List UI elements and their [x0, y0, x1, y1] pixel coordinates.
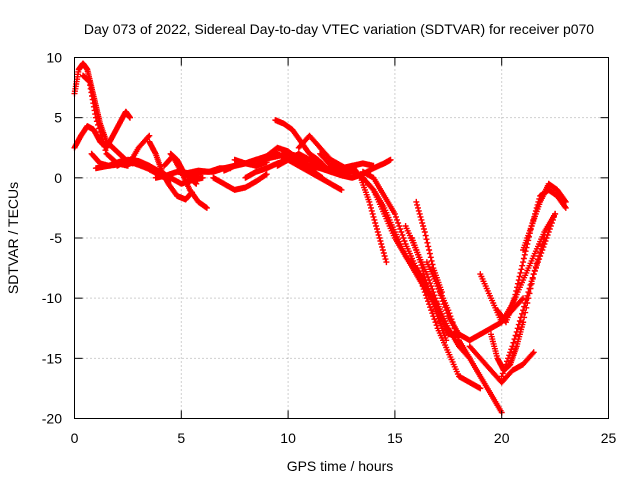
y-tick-label: -15: [42, 350, 62, 366]
data-series: [520, 180, 569, 253]
y-tick-label: 10: [46, 50, 62, 66]
x-tick-label: 20: [494, 430, 510, 446]
data-point-markers: [413, 198, 445, 296]
y-tick-label: 0: [54, 170, 62, 186]
x-tick-label: 10: [280, 430, 296, 446]
data-series: [413, 198, 445, 296]
data-point-markers: [466, 343, 537, 386]
data-series: [359, 168, 484, 392]
data-point-markers: [285, 150, 326, 181]
y-tick-label: -10: [42, 290, 62, 306]
x-tick-label: 0: [71, 430, 79, 446]
data-series: [146, 138, 195, 203]
data-points: [71, 60, 569, 416]
axes: 0 5 10 15 20 25 -20 -15 -10 -5 0 5 10: [42, 50, 617, 447]
data-point-markers: [146, 138, 195, 203]
x-tick-label: 25: [601, 430, 617, 446]
plot-frame: [74, 57, 609, 419]
data-series: [210, 171, 270, 193]
y-tick-label: 5: [54, 110, 62, 126]
x-axis-label: GPS time / hours: [287, 458, 394, 474]
data-point-markers: [210, 171, 270, 193]
chart-title: Day 073 of 2022, Sidereal Day-to-day VTE…: [84, 21, 594, 37]
data-point-markers: [359, 168, 484, 392]
data-point-markers: [520, 180, 569, 253]
data-series: [167, 150, 200, 187]
x-tick-label: 15: [387, 430, 403, 446]
data-series: [466, 343, 537, 386]
data-series: [409, 235, 450, 344]
data-series: [477, 210, 559, 326]
data-point-markers: [520, 235, 548, 326]
data-series: [285, 150, 326, 181]
x-tick-label: 5: [177, 430, 185, 446]
y-tick-label: -20: [42, 411, 62, 427]
data-point-markers: [167, 150, 200, 187]
y-tick-label: -5: [50, 230, 63, 246]
data-series: [349, 162, 390, 266]
y-axis-label: SDTVAR / TECUs: [5, 182, 21, 294]
data-point-markers: [477, 210, 559, 326]
data-point-markers: [409, 235, 450, 344]
data-point-markers: [349, 162, 390, 266]
data-series: [520, 235, 548, 326]
